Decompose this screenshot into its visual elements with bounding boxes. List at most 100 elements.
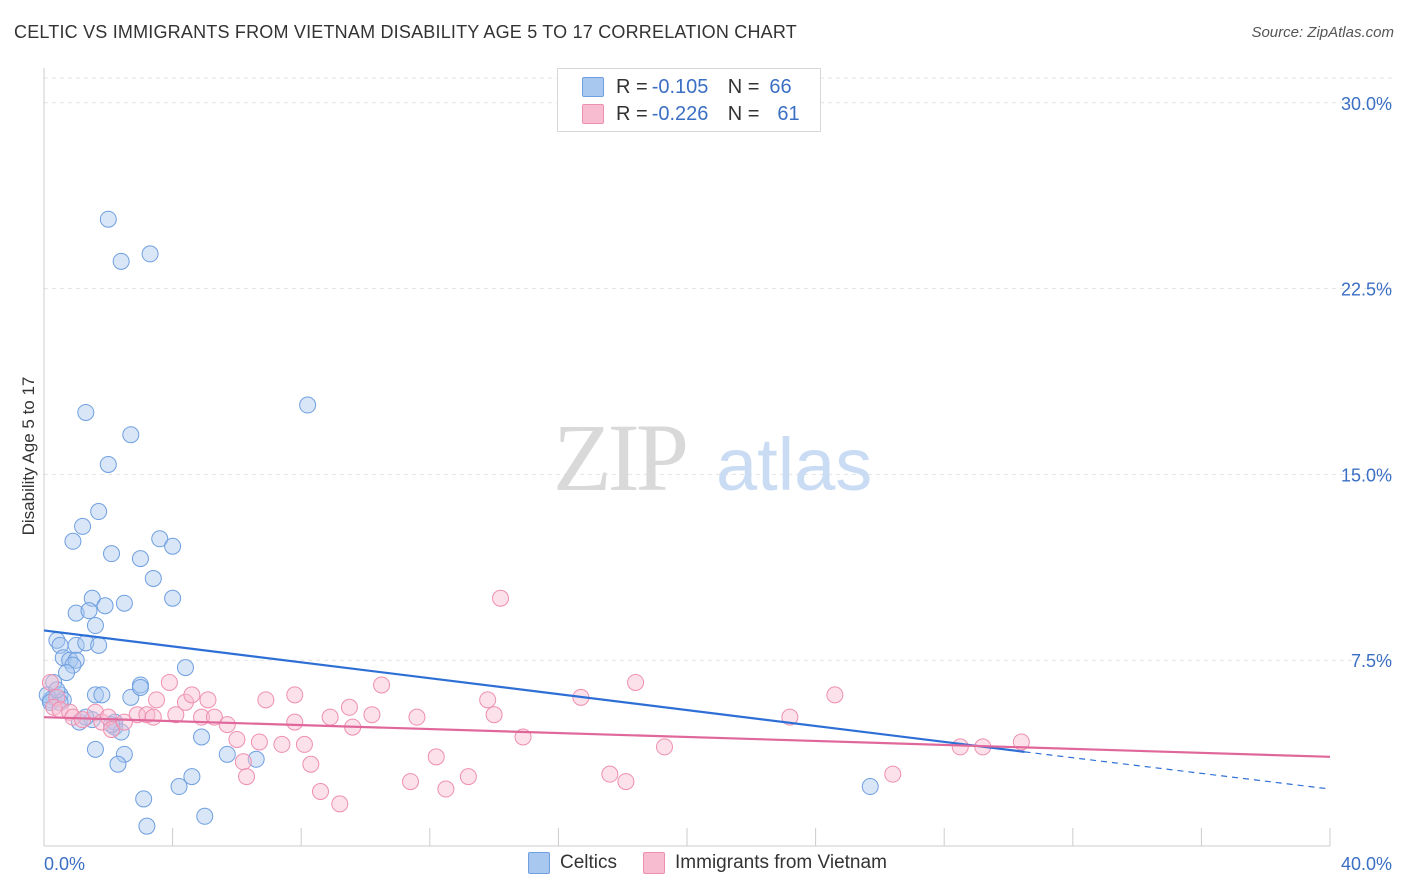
vietnam-point: [402, 773, 420, 791]
vietnam-point: [286, 713, 304, 731]
vietnam-point: [167, 706, 185, 724]
vietnam-point: [302, 755, 320, 773]
legend-row-celtics: R = -0.105 N = 66: [582, 75, 792, 99]
celtics-point: [164, 537, 182, 555]
legend-n-label: N =: [727, 75, 760, 98]
vietnam-point: [228, 730, 246, 748]
vietnam-point: [103, 721, 121, 739]
vietnam-point: [884, 765, 902, 783]
celtics-point: [67, 636, 85, 654]
celtics-point: [77, 403, 95, 421]
celtics-point: [64, 532, 82, 550]
vietnam-point: [41, 673, 59, 691]
x-tick-label: 40.0%: [1341, 854, 1392, 874]
celtics-point: [135, 790, 153, 808]
celtics-point: [144, 569, 162, 587]
vietnam-point: [826, 686, 844, 704]
legend-r-label: R =: [616, 102, 648, 125]
vietnam-point: [427, 748, 445, 766]
celtics-point: [218, 745, 236, 763]
legend-swatch-celtics: [582, 77, 604, 97]
watermark-atlas: atlas: [716, 423, 872, 506]
vietnam-point: [655, 738, 673, 756]
y-tick-label: 7.5%: [1351, 651, 1392, 671]
vietnam-point: [205, 708, 223, 726]
vietnam-point: [144, 708, 162, 726]
celtics-point: [122, 426, 140, 444]
watermark-zip: ZIP: [553, 404, 686, 511]
legend-r-value-vietnam: -0.226: [651, 102, 709, 125]
celtics-point: [247, 750, 265, 768]
celtics-point: [164, 589, 182, 607]
y-tick-label: 30.0%: [1341, 94, 1392, 114]
bottom-legend-label-celtics: Celtics: [560, 852, 618, 873]
legend-n-value-celtics: 66: [769, 75, 792, 98]
celtics-trend-line: [43, 629, 1025, 753]
celtics-point: [86, 617, 104, 635]
celtics-point: [67, 651, 85, 669]
vietnam-point: [492, 589, 510, 607]
celtics-point: [90, 636, 108, 654]
celtics-point: [109, 755, 127, 773]
celtics-point: [80, 602, 98, 620]
vietnam-point: [485, 706, 503, 724]
vietnam-point: [238, 768, 256, 786]
celtics-point: [96, 597, 114, 615]
celtics-point: [99, 210, 117, 228]
vietnam-point: [617, 773, 635, 791]
data-points: [38, 210, 1030, 835]
celtics-point: [183, 768, 201, 786]
celtics-point: [151, 530, 169, 548]
celtics-point: [103, 545, 121, 563]
vietnam-point: [459, 768, 477, 786]
vietnam-point: [408, 708, 426, 726]
bottom-legend-label-vietnam: Immigrants from Vietnam: [675, 852, 887, 873]
bottom-legend-celtics[interactable]: Celtics: [528, 852, 617, 874]
celtics-point: [112, 252, 130, 270]
vietnam-point: [363, 706, 381, 724]
vietnam-trend-line: [43, 716, 1331, 758]
vietnam-point: [199, 691, 217, 709]
celtics-point: [196, 807, 214, 825]
celtics-point: [58, 664, 76, 682]
y-tick-label: 15.0%: [1341, 465, 1392, 485]
celtics-point: [138, 817, 156, 835]
chart-title: CELTIC VS IMMIGRANTS FROM VIETNAM DISABI…: [14, 22, 797, 42]
vietnam-point: [250, 733, 268, 751]
legend-box: R = -0.105 N = 66 R = -0.226 N = 61: [557, 68, 821, 132]
vietnam-point: [331, 795, 349, 813]
celtics-point: [170, 778, 188, 796]
vietnam-point: [479, 691, 497, 709]
bottom-legend-swatch-celtics: [528, 852, 550, 874]
vietnam-point: [295, 735, 313, 753]
x-tick-label: 0.0%: [44, 854, 85, 874]
trend-lines: [43, 629, 1331, 790]
legend-row-vietnam: R = -0.226 N = 61: [582, 102, 800, 126]
vietnam-point: [437, 780, 455, 798]
vietnam-point: [115, 713, 133, 731]
vietnam-point: [218, 716, 236, 734]
vietnam-point: [781, 708, 799, 726]
celtics-point: [93, 686, 111, 704]
celtics-point: [141, 245, 159, 263]
celtics-point: [99, 455, 117, 473]
legend-r-value-celtics: -0.105: [651, 75, 709, 98]
celtics-point: [74, 517, 92, 535]
vietnam-point: [951, 738, 969, 756]
celtics-trend-extension: [1024, 751, 1331, 790]
vietnam-point: [257, 691, 275, 709]
celtics-point: [131, 550, 149, 568]
axes: [43, 68, 1331, 847]
legend-swatch-vietnam: [582, 104, 604, 124]
grid-lines: [44, 77, 1392, 661]
vietnam-point: [160, 673, 178, 691]
vietnam-point: [286, 686, 304, 704]
axis-labels: 7.5% 15.0% 22.5% 30.0% 0.0% 40.0% Disability A…: [19, 94, 1392, 874]
celtics-point: [299, 396, 317, 414]
vietnam-point: [311, 782, 329, 800]
bottom-legend-swatch-vietnam: [643, 852, 666, 874]
celtics-point: [861, 778, 879, 796]
vietnam-point: [321, 708, 339, 726]
bottom-legend-vietnam[interactable]: Immigrants from Vietnam: [643, 852, 887, 874]
